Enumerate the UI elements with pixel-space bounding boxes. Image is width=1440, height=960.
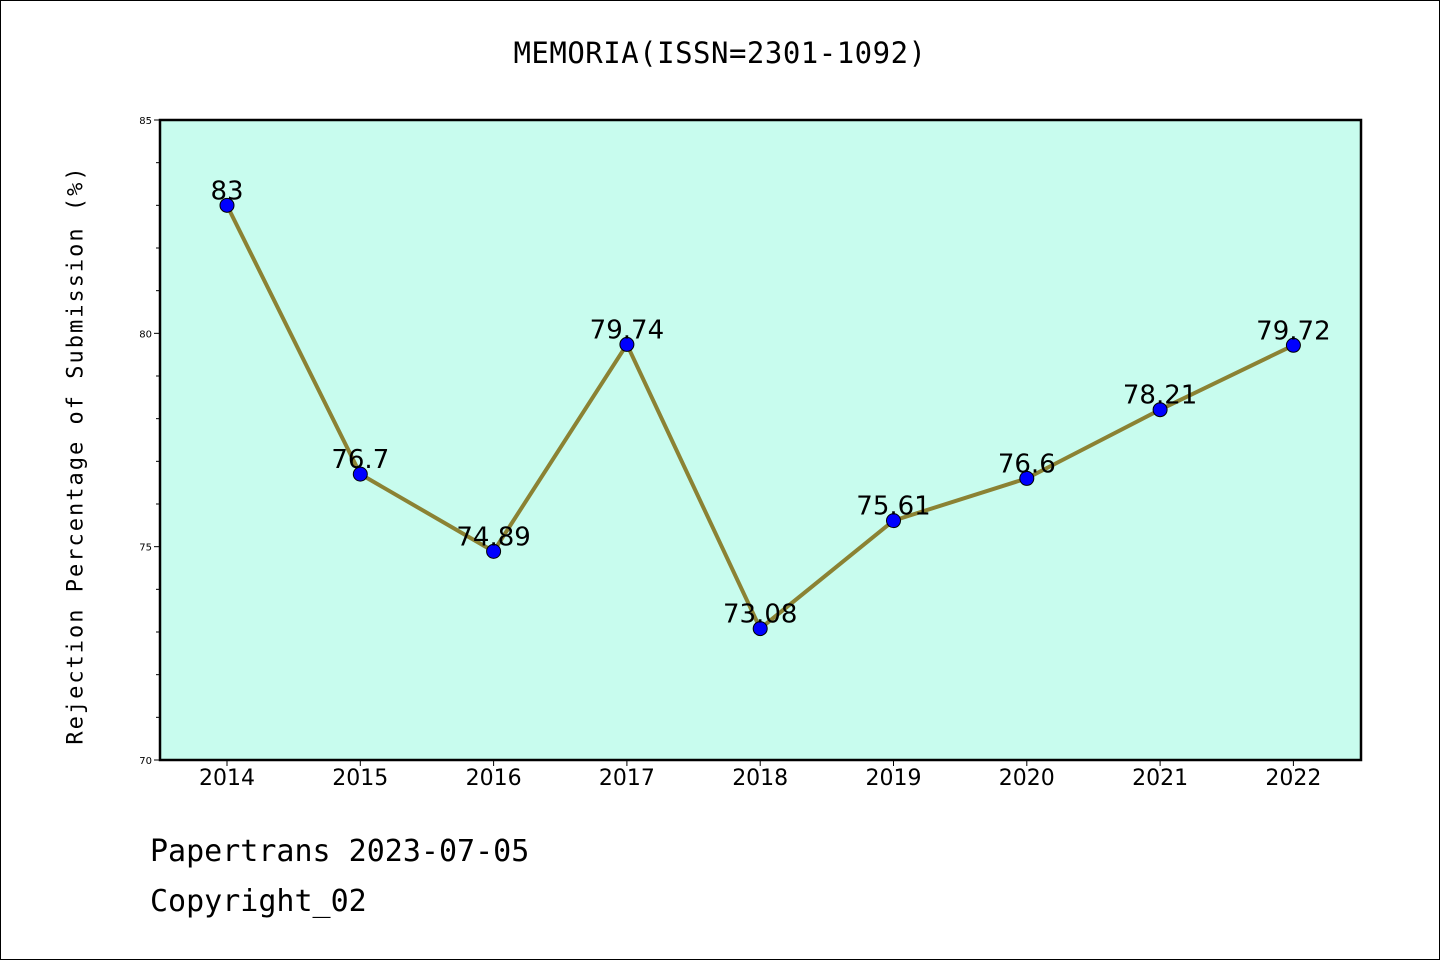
x-tick-label: 2015: [332, 766, 388, 791]
y-tick-label: 80: [139, 329, 152, 340]
data-point: [1285, 337, 1301, 353]
chart-title: MEMORIA(ISSN=2301-1092): [513, 36, 927, 70]
x-tick-label: 2022: [1265, 766, 1321, 791]
x-tick-label: 2016: [466, 766, 522, 791]
x-tick-label: 2020: [999, 766, 1055, 791]
plot-area: [160, 120, 1361, 760]
x-tick-label: 2021: [1132, 766, 1188, 791]
x-tick-label: 2018: [732, 766, 788, 791]
x-tick-label: 2019: [866, 766, 922, 791]
data-label: 79.74: [590, 315, 664, 345]
data-label: 76.7: [331, 445, 389, 475]
plot-border: [158, 118, 1363, 762]
x-tick-label: 2017: [599, 766, 655, 791]
data-label: 78.21: [1123, 381, 1197, 411]
data-label: 76.6: [998, 449, 1056, 479]
data-label: 83: [210, 176, 243, 206]
data-point: [886, 513, 901, 529]
y-tick-label: 75: [139, 543, 152, 554]
data-point: [619, 336, 635, 352]
data-label: 73.08: [723, 600, 797, 630]
x-tick-label: 2014: [199, 766, 255, 791]
data-point: [486, 543, 502, 559]
data-point: [352, 466, 368, 482]
data-label: 74.89: [456, 522, 530, 552]
y-tick-label: 70: [139, 756, 152, 767]
data-label: 79.72: [1256, 316, 1330, 346]
data-point: [1019, 470, 1035, 486]
data-point: [1152, 402, 1168, 418]
y-tick-label: 85: [139, 116, 152, 127]
data-label: 75.61: [856, 492, 930, 522]
data-point: [219, 197, 235, 213]
footer-source-date: Papertrans 2023-07-05: [150, 834, 530, 869]
footer-copyright: Copyright_02: [150, 884, 367, 919]
data-point: [752, 621, 768, 637]
